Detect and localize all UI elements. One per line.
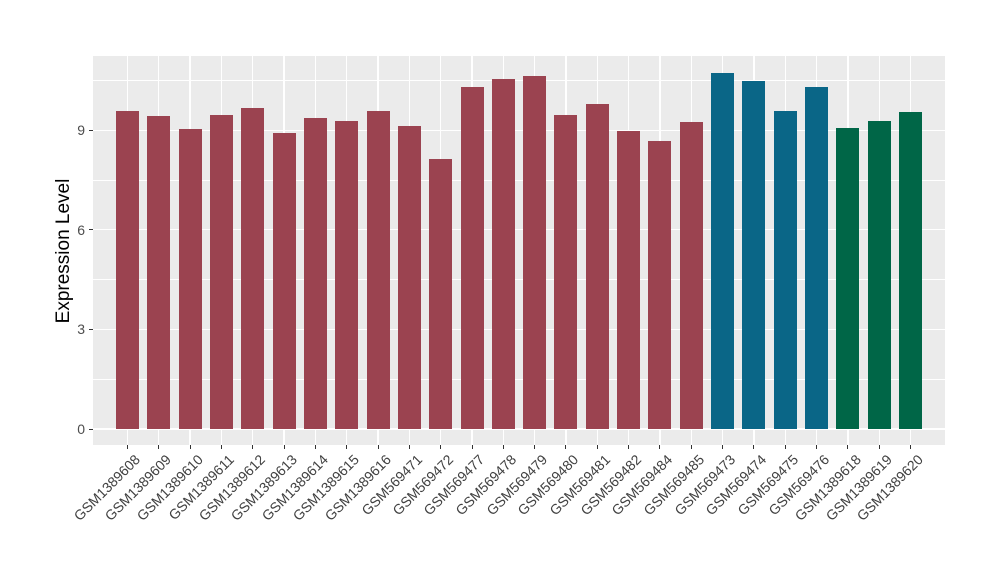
x-axis-tick [314, 445, 316, 449]
x-axis-tick [784, 445, 786, 449]
y-tick-label: 6 [77, 221, 85, 238]
minor-gridline [93, 378, 945, 380]
bar-GSM569477 [460, 87, 484, 429]
y-axis-tick [89, 129, 93, 131]
x-axis-tick [596, 445, 598, 449]
minor-gridline [93, 279, 945, 280]
x-axis-tick [690, 445, 692, 449]
bar-GSM569471 [397, 126, 421, 429]
x-axis-tick [283, 445, 285, 449]
x-axis-tick [189, 445, 191, 449]
x-axis-tick [220, 445, 222, 449]
bar-GSM1389608 [115, 110, 139, 429]
plot-panel [93, 56, 945, 445]
bar-GSM1389614 [303, 117, 327, 429]
bar-GSM1389613 [272, 132, 296, 429]
x-axis-tick [377, 445, 379, 449]
x-axis-tick [628, 445, 630, 449]
bar-GSM569480 [554, 115, 578, 429]
x-axis-tick [158, 445, 160, 449]
x-axis-tick [252, 445, 254, 449]
x-axis-tick [816, 445, 818, 449]
x-axis-tick [565, 445, 567, 449]
bar-GSM1389619 [867, 120, 891, 429]
bar-GSM1389620 [899, 111, 923, 429]
major-gridline [93, 229, 945, 231]
x-axis-tick [408, 445, 410, 449]
y-tick-label: 0 [77, 421, 85, 437]
bar-GSM569478 [491, 79, 515, 429]
bar-GSM1389611 [209, 114, 233, 429]
x-axis-tick [753, 445, 755, 449]
y-axis-tick [89, 328, 93, 330]
bar-GSM1389615 [335, 120, 359, 429]
x-axis-tick [659, 445, 661, 449]
bar-GSM569485 [679, 121, 703, 429]
bar-GSM1389618 [836, 127, 860, 429]
bar-GSM1389616 [366, 110, 390, 429]
y-tick-label: 9 [77, 122, 85, 139]
bar-GSM569476 [805, 86, 829, 429]
bar-GSM569472 [429, 159, 453, 429]
x-axis-tick [346, 445, 348, 449]
x-axis-tick [878, 445, 880, 449]
x-axis-tick [910, 445, 912, 449]
bar-GSM569484 [648, 140, 672, 429]
x-axis-tick [502, 445, 504, 449]
bar-GSM569473 [711, 73, 735, 429]
bar-GSM569481 [585, 103, 609, 429]
y-tick-label: 3 [77, 321, 85, 338]
x-axis-tick [534, 445, 536, 449]
x-axis-tick [440, 445, 442, 449]
major-gridline [93, 129, 945, 131]
x-axis-tick [471, 445, 473, 449]
x-axis-tick [126, 445, 128, 449]
bar-GSM1389610 [178, 128, 202, 429]
major-gridline [93, 428, 945, 430]
minor-gridline [93, 179, 945, 181]
y-axis-title: Expression Level [53, 178, 74, 323]
y-axis-tick [89, 229, 93, 231]
major-gridline [93, 328, 945, 331]
y-axis-tick [89, 428, 93, 430]
bar-GSM1389609 [147, 115, 171, 429]
bar-GSM569482 [617, 130, 641, 429]
bar-GSM1389612 [241, 107, 265, 429]
minor-gridline [93, 80, 945, 81]
bar-GSM569474 [742, 81, 766, 429]
bar-GSM569479 [523, 76, 547, 429]
bar-GSM569475 [773, 110, 797, 429]
x-axis-tick [722, 445, 724, 449]
x-axis-tick [847, 445, 849, 449]
